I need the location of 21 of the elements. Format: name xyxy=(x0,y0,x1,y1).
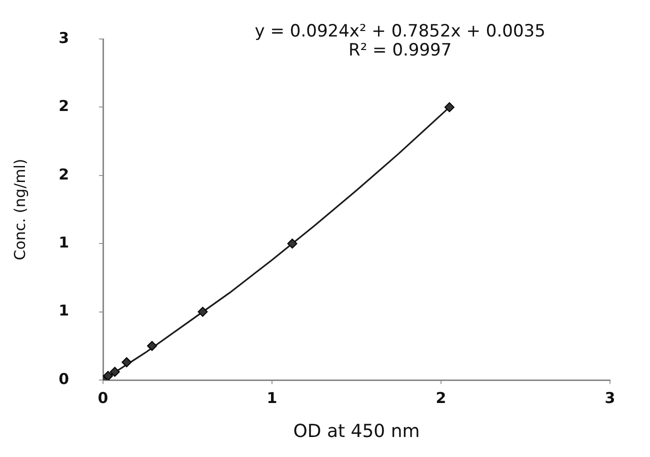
y-tick-label: 0 xyxy=(58,370,69,388)
annotation: y = 0.0924x² + 0.7852x + 0.0035 xyxy=(254,21,546,42)
y-tick-label: 3 xyxy=(58,28,69,47)
point xyxy=(103,370,114,380)
x-tick-label: 3 xyxy=(604,388,616,407)
point xyxy=(444,102,454,112)
point xyxy=(198,306,208,317)
point xyxy=(287,238,298,249)
annotation: R² = 0.9997 xyxy=(348,40,452,60)
point xyxy=(147,340,158,351)
point xyxy=(122,357,132,368)
y-tick-label: 1 xyxy=(58,302,69,320)
x-tick-label: 2 xyxy=(436,388,446,407)
y-tick-label: 1 xyxy=(58,233,69,252)
y-tick-label: 2 xyxy=(58,165,69,184)
x-tick-label: 1 xyxy=(266,388,278,407)
y-tick-label: 2 xyxy=(58,97,69,116)
x-axis-title: OD at 450 nm xyxy=(293,420,420,442)
y-axis-title: Conc. (ng/ml) xyxy=(10,158,29,260)
x-tick-label: 0 xyxy=(98,388,108,407)
point xyxy=(110,366,120,377)
